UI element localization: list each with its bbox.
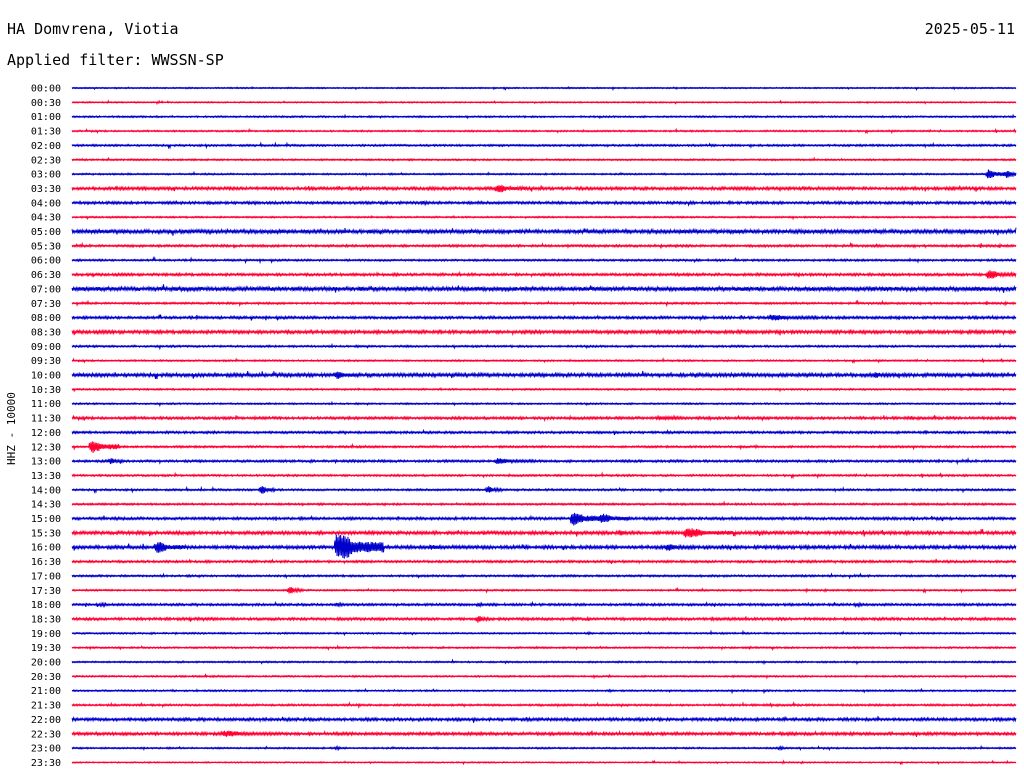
time-tick-label: 01:30 xyxy=(31,127,61,138)
time-tick-label: 06:00 xyxy=(31,256,61,267)
time-tick-label: 23:00 xyxy=(31,744,61,755)
time-tick-label: 07:30 xyxy=(31,299,61,310)
time-tick-label: 09:30 xyxy=(31,356,61,367)
time-tick-label: 08:00 xyxy=(31,313,61,324)
time-tick-label: 02:00 xyxy=(31,141,61,152)
time-tick-label: 16:30 xyxy=(31,557,61,568)
time-tick-label: 20:00 xyxy=(31,658,61,669)
time-tick-label: 11:00 xyxy=(31,399,61,410)
time-tick-label: 18:30 xyxy=(31,614,61,625)
time-tick-label: 00:30 xyxy=(31,98,61,109)
time-tick-label: 08:30 xyxy=(31,327,61,338)
time-tick-label: 23:30 xyxy=(31,758,61,769)
time-tick-label: 14:00 xyxy=(31,485,61,496)
time-tick-label: 01:00 xyxy=(31,112,61,123)
time-tick-label: 14:30 xyxy=(31,500,61,511)
time-tick-label: 04:00 xyxy=(31,198,61,209)
trace-row xyxy=(71,512,1017,526)
time-tick-label: 05:30 xyxy=(31,241,61,252)
channel-axis-label: HHZ - 10000 xyxy=(5,392,18,465)
time-tick-label: 00:00 xyxy=(31,84,61,95)
time-tick-label: 04:30 xyxy=(31,213,61,224)
time-tick-label: 12:30 xyxy=(31,442,61,453)
time-tick-label: 15:30 xyxy=(31,528,61,539)
time-tick-label: 18:00 xyxy=(31,600,61,611)
time-tick-label: 17:00 xyxy=(31,571,61,582)
time-tick-label: 22:30 xyxy=(31,729,61,740)
time-tick-label: 17:30 xyxy=(31,586,61,597)
time-tick-label: 02:30 xyxy=(31,155,61,166)
time-tick-label: 03:00 xyxy=(31,170,61,181)
time-tick-label: 13:00 xyxy=(31,457,61,468)
time-tick-label: 13:30 xyxy=(31,471,61,482)
time-tick-label: 06:30 xyxy=(31,270,61,281)
filter-label: Applied filter: WWSSN-SP xyxy=(7,51,224,69)
time-tick-label: 19:00 xyxy=(31,629,61,640)
time-tick-label: 16:00 xyxy=(31,543,61,554)
date-label: 2025-05-11 xyxy=(924,20,1015,38)
time-tick-label: 10:00 xyxy=(31,371,61,382)
time-tick-label: 15:00 xyxy=(31,514,61,525)
time-tick-label: 09:00 xyxy=(31,342,61,353)
time-tick-label: 21:00 xyxy=(31,686,61,697)
station-title: HA Domvrena, Viotia xyxy=(7,20,179,38)
time-tick-label: 20:30 xyxy=(31,672,61,683)
time-tick-label: 22:00 xyxy=(31,715,61,726)
time-tick-label: 03:30 xyxy=(31,184,61,195)
time-tick-label: 19:30 xyxy=(31,643,61,654)
time-tick-label: 11:30 xyxy=(31,414,61,425)
time-tick-label: 21:30 xyxy=(31,701,61,712)
time-tick-label: 12:00 xyxy=(31,428,61,439)
time-tick-label: 05:00 xyxy=(31,227,61,238)
time-tick-label: 10:30 xyxy=(31,385,61,396)
time-tick-label: 07:00 xyxy=(31,284,61,295)
